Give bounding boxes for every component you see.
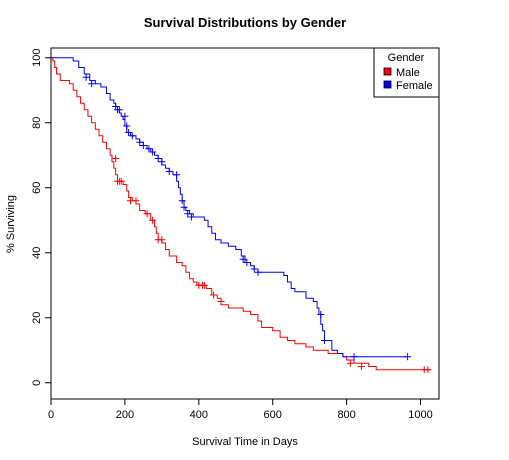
censor-mark-female — [158, 158, 166, 166]
censor-mark-female — [139, 142, 147, 149]
x-tick-label: 200 — [116, 409, 134, 421]
censor-mark-female — [115, 106, 123, 114]
censor-mark-female — [239, 255, 247, 263]
censor-mark-female — [178, 197, 186, 205]
y-tick-label: 60 — [31, 182, 43, 194]
censor-mark-female — [317, 311, 325, 318]
censor-mark-female — [123, 122, 131, 130]
censor-mark-female — [145, 145, 153, 153]
censor-mark-female — [165, 168, 173, 175]
censor-mark-female — [82, 73, 90, 81]
y-axis: 0 20 40 60 80 100 — [31, 49, 51, 386]
censor-mark-female — [320, 337, 328, 344]
censor-mark-female — [136, 138, 144, 146]
censor-mark-male — [217, 298, 225, 305]
censor-mark-male — [346, 359, 354, 367]
censor-mark-female — [254, 268, 262, 276]
x-tick-label: 600 — [264, 409, 282, 421]
chart-title: Survival Distributions by Gender — [144, 15, 346, 30]
survival-curve-female — [51, 57, 408, 358]
series-layer — [51, 57, 432, 374]
censor-mark-male — [357, 363, 365, 370]
survival-curve-male — [51, 57, 430, 371]
x-tick-label: 400 — [190, 409, 208, 421]
y-axis-label: % Surviving — [5, 195, 17, 253]
censor-mark-female — [128, 132, 136, 140]
y-tick-label: 40 — [31, 247, 43, 259]
series-female — [51, 57, 412, 361]
censor-mark-female — [112, 103, 120, 110]
series-male — [51, 57, 432, 374]
x-tick-label: 1000 — [408, 409, 432, 421]
x-axis-label: Survival Time in Days — [192, 436, 298, 448]
x-axis: 0 200 400 600 800 1000 — [48, 399, 433, 421]
censor-mark-female — [404, 353, 412, 361]
x-tick-label: 800 — [337, 409, 355, 421]
legend: Gender Male Female — [373, 47, 440, 98]
censor-mark-female — [125, 129, 133, 136]
censor-mark-male — [424, 366, 432, 374]
censor-mark-male — [210, 291, 218, 299]
censor-mark-female — [149, 148, 157, 156]
y-tick-label: 100 — [31, 49, 43, 67]
censor-mark-female — [173, 171, 181, 179]
censor-mark-female — [250, 265, 258, 273]
censor-mark-male — [200, 281, 208, 289]
plot-frame — [50, 47, 440, 400]
legend-title: Gender — [388, 52, 425, 64]
censor-mark-female — [88, 80, 96, 88]
censor-mark-male — [132, 197, 140, 205]
censor-mark-male — [112, 155, 120, 162]
legend-swatch-female — [383, 80, 392, 89]
y-tick-label: 80 — [31, 117, 43, 129]
censor-mark-male — [143, 210, 151, 218]
y-tick-label: 0 — [31, 380, 43, 386]
y-tick-label: 20 — [31, 312, 43, 324]
legend-swatch-male — [383, 67, 392, 76]
legend-label-male: Male — [396, 67, 420, 79]
censor-mark-female — [187, 213, 195, 221]
censor-mark-female — [121, 112, 129, 120]
censor-mark-male — [117, 177, 125, 185]
censor-mark-female — [154, 155, 162, 162]
censor-mark-female — [180, 203, 188, 211]
censor-mark-female — [243, 259, 251, 266]
censor-mark-male — [158, 236, 166, 244]
legend-label-female: Female — [396, 80, 433, 92]
censor-mark-female — [350, 353, 358, 361]
x-tick-label: 0 — [48, 409, 54, 421]
censor-mark-female — [184, 210, 192, 218]
censor-mark-male — [149, 216, 157, 224]
